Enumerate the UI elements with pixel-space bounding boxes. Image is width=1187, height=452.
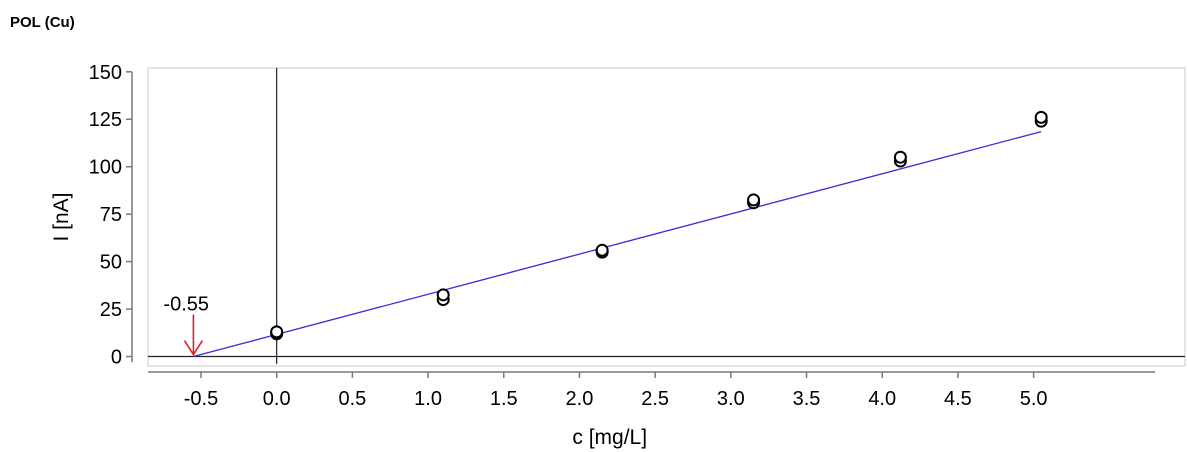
data-point [1034,110,1048,124]
x-axis-label: c [mg/L] [572,426,647,449]
y-tick-label: 150 [89,62,122,84]
x-tick-label: 1.5 [490,388,518,410]
x-tick-label: 2.0 [566,388,594,410]
data-point [270,325,284,339]
points-layer [270,110,1048,341]
x-tick-label: 5.0 [1020,388,1048,410]
data-point [436,288,450,302]
x-tick-label: 3.0 [717,388,745,410]
x-tick-label: 4.5 [944,388,972,410]
x-tick-label: -0.5 [184,388,218,410]
chart-title: POL (Cu) [10,14,75,31]
annotation-arrow-head [183,340,204,356]
lines-layer [148,68,1185,365]
annotation-label: -0.55 [163,294,209,316]
fit-line [193,130,1042,358]
data-point [595,243,609,257]
y-tick-label: 125 [89,109,122,131]
x-tick-label: 0.0 [263,388,291,410]
y-tick-label: 100 [89,157,122,179]
x-tick-label: 3.5 [793,388,821,410]
plot-frame [147,67,1186,367]
data-point [747,193,761,207]
data-point [893,150,907,164]
y-tick-label: 0 [111,347,122,369]
y-tick-label: 75 [100,204,122,226]
x-tick-label: 1.0 [414,388,442,410]
x-tick-label: 0.5 [338,388,366,410]
x-tick-label: 2.5 [641,388,669,410]
y-tick-label: 25 [100,299,122,321]
x-tick-label: 4.0 [868,388,896,410]
axes-layer [126,67,1186,378]
y-axis-label: I [nA] [50,192,73,241]
labels-layer: 0 25 50 75 100 125 150 -0.5 0.0 0.5 1.0 1.5 2.0 2.5 3.… [50,62,1048,449]
y-tick-label: 50 [100,252,122,274]
